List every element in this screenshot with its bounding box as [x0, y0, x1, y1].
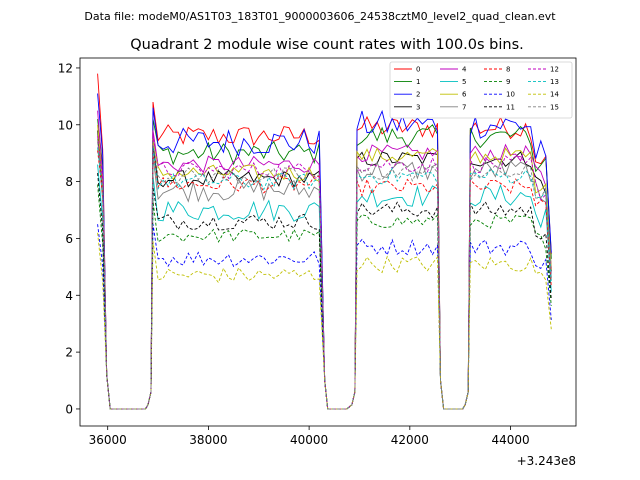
x-offset-label: +3.243e8 [517, 454, 576, 468]
y-tick-label: 6 [65, 232, 73, 246]
legend-label-4: 4 [462, 66, 467, 74]
series-line-15 [97, 141, 552, 410]
legend-label-3: 3 [416, 103, 420, 111]
series-line-12 [97, 136, 552, 410]
y-tick-label: 8 [65, 175, 73, 189]
legend-label-15: 15 [550, 103, 559, 111]
legend-label-6: 6 [462, 91, 467, 99]
x-axis: 36000 38000 40000 42000 44000 [89, 426, 530, 447]
y-axis: 0 2 4 6 8 10 12 [58, 61, 80, 416]
legend-label-13: 13 [550, 78, 559, 86]
legend-label-0: 0 [416, 66, 420, 74]
legend-label-14: 14 [550, 91, 559, 99]
x-tick-label: 44000 [491, 433, 529, 447]
x-tick-label: 36000 [89, 433, 127, 447]
y-tick-label: 12 [58, 61, 73, 75]
legend-label-11: 11 [506, 103, 515, 111]
x-tick-label: 38000 [189, 433, 227, 447]
legend-label-5: 5 [462, 78, 466, 86]
legend-label-7: 7 [462, 103, 466, 111]
x-tick-label: 42000 [391, 433, 429, 447]
legend-label-9: 9 [506, 78, 510, 86]
legend-box [389, 61, 573, 119]
legend-label-2: 2 [416, 91, 420, 99]
plot-area [97, 73, 552, 410]
x-tick-label: 40000 [290, 433, 328, 447]
chart-suptitle: Data file: modeM0/AS1T03_183T01_90000036… [84, 10, 556, 23]
chart-title: Quadrant 2 module wise count rates with … [130, 37, 524, 53]
y-tick-label: 10 [58, 118, 73, 132]
y-tick-label: 4 [65, 289, 73, 303]
legend-label-10: 10 [506, 91, 515, 99]
y-tick-label: 2 [65, 346, 73, 360]
legend-label-1: 1 [416, 78, 420, 86]
legend-label-12: 12 [550, 66, 559, 74]
legend-label-8: 8 [506, 66, 510, 74]
y-tick-label: 0 [65, 402, 73, 416]
axes-frame [79, 57, 577, 427]
